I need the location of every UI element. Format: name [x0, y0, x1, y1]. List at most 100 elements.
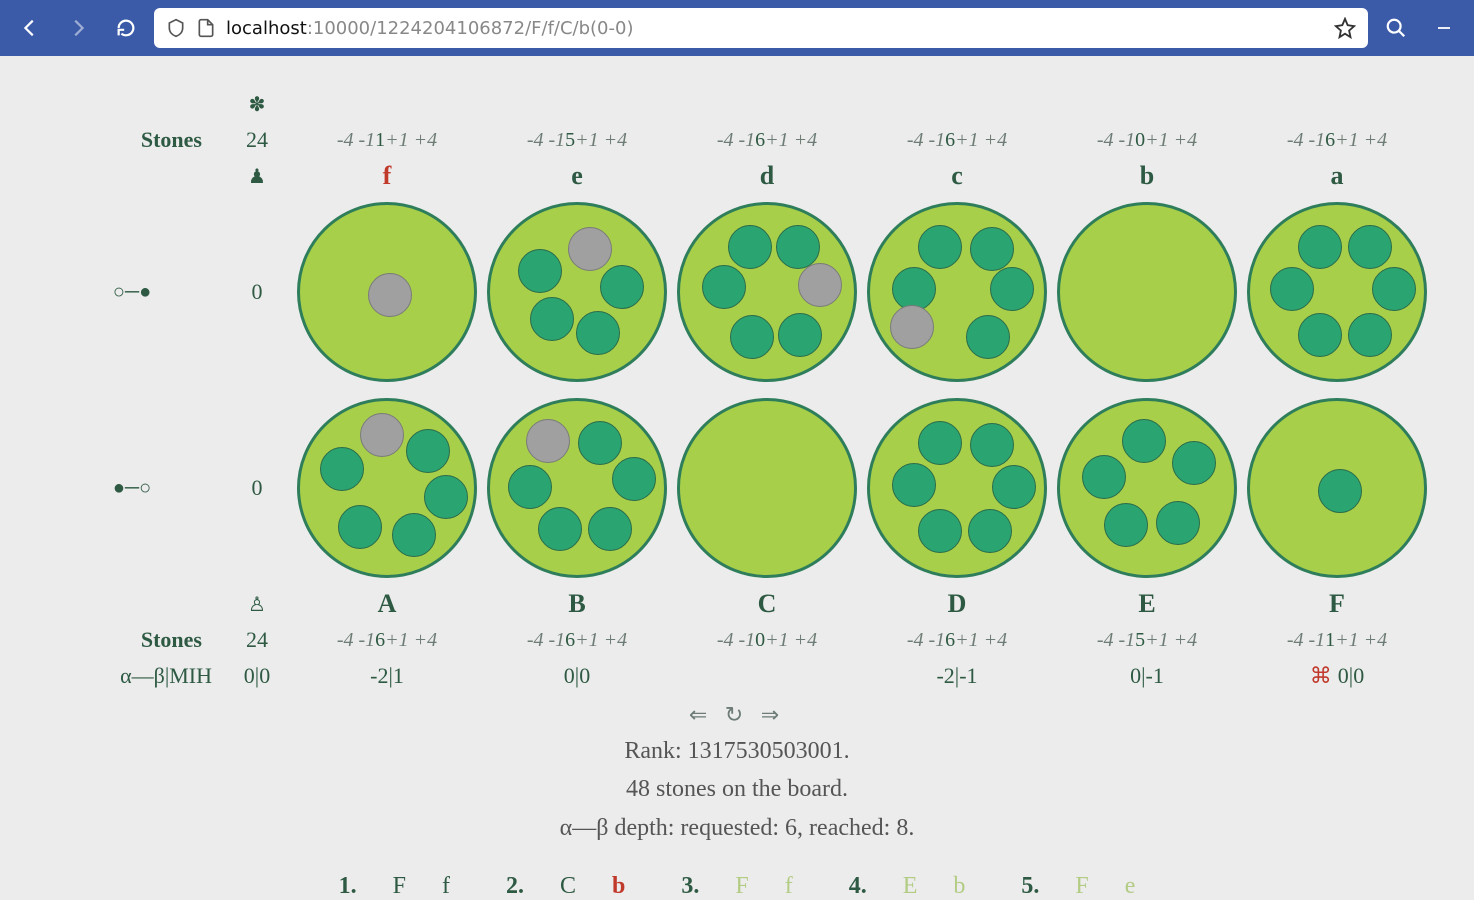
stones-bot: 24 [222, 622, 292, 658]
stone [508, 465, 552, 509]
col-bot-A[interactable]: A [292, 586, 482, 622]
col-bot-E[interactable]: E [1052, 586, 1242, 622]
stone [728, 225, 772, 269]
adj-bot-A[interactable]: -4 -1 6 +1 +4 [292, 622, 482, 658]
pit-top-f[interactable] [292, 194, 482, 390]
adj-bot-B[interactable]: -4 -1 6 +1 +4 [482, 622, 672, 658]
col-top-a[interactable]: a [1242, 158, 1432, 194]
pit-bot-C[interactable] [672, 390, 862, 586]
stone [1156, 501, 1200, 545]
col-top-e[interactable]: e [482, 158, 672, 194]
pit-bot-F[interactable] [1242, 390, 1432, 586]
stone [568, 227, 612, 271]
stones-label-top: Stones [42, 122, 222, 158]
stone [702, 265, 746, 309]
stone [530, 297, 574, 341]
stone [778, 313, 822, 357]
stone [918, 421, 962, 465]
forward-button[interactable] [58, 8, 98, 48]
pit-top-b[interactable] [1052, 194, 1242, 390]
col-bot-F[interactable]: F [1242, 586, 1432, 622]
pit-bot-A[interactable] [292, 390, 482, 586]
stone [1298, 225, 1342, 269]
move[interactable]: 2.Cb [506, 873, 625, 900]
move[interactable]: 4.Eb [849, 873, 966, 900]
search-button[interactable] [1376, 8, 1416, 48]
url-bar[interactable]: localhost:10000/1224204106872/F/f/C/b(0-… [154, 8, 1368, 48]
col-top-c[interactable]: c [862, 158, 1052, 194]
stone [1122, 419, 1166, 463]
reload-button[interactable] [106, 8, 146, 48]
stone [918, 225, 962, 269]
pit-top-c[interactable] [862, 194, 1052, 390]
ab-C[interactable] [672, 658, 862, 694]
score-bot: 0 [222, 390, 292, 586]
adj-bot-F[interactable]: -4 -1 1 +1 +4 [1242, 622, 1432, 658]
stone [992, 465, 1036, 509]
col-top-b[interactable]: b [1052, 158, 1242, 194]
stone [970, 423, 1014, 467]
pit-top-d[interactable] [672, 194, 862, 390]
move[interactable]: 3.Ff [681, 873, 792, 900]
pit-top-a[interactable] [1242, 194, 1432, 390]
ab-D[interactable]: -2|-1 [862, 658, 1052, 694]
blank [862, 86, 1052, 122]
move[interactable]: 1.Ff [339, 873, 450, 900]
minimize-button[interactable] [1424, 8, 1464, 48]
shield-icon [166, 18, 186, 38]
blank [42, 586, 222, 622]
adj-top-b[interactable]: -4 -1 0 +1 +4 [1052, 122, 1242, 158]
pit-bot-B[interactable] [482, 390, 672, 586]
adj-top-c[interactable]: -4 -1 6 +1 +4 [862, 122, 1052, 158]
stone [1298, 313, 1342, 357]
col-top-d[interactable]: d [672, 158, 862, 194]
ab-B[interactable]: 0|0 [482, 658, 672, 694]
bookmark-icon[interactable] [1334, 17, 1356, 39]
pit-top-e[interactable] [482, 194, 672, 390]
stone [360, 413, 404, 457]
stone [1318, 469, 1362, 513]
ab-A[interactable]: -2|1 [292, 658, 482, 694]
stone [1348, 225, 1392, 269]
move[interactable]: 5.Fe [1021, 873, 1135, 900]
stone [578, 421, 622, 465]
nav-arrows[interactable]: ⇐ ↻ ⇒ [0, 702, 1474, 728]
stone [538, 507, 582, 551]
stone [892, 463, 936, 507]
adj-bot-C[interactable]: -4 -1 0 +1 +4 [672, 622, 862, 658]
pawn-top-icon: ♟ [222, 158, 292, 194]
stone [1082, 455, 1126, 499]
stone [588, 507, 632, 551]
adj-bot-D[interactable]: -4 -1 6 +1 +4 [862, 622, 1052, 658]
col-bot-B[interactable]: B [482, 586, 672, 622]
stone [1104, 503, 1148, 547]
store-bot-icon: ●─○ [42, 390, 222, 586]
browser-chrome: localhost:10000/1224204106872/F/f/C/b(0-… [0, 0, 1474, 56]
blank [482, 86, 672, 122]
stone [1372, 267, 1416, 311]
pawn-bot-icon: ♙ [222, 586, 292, 622]
stone [798, 263, 842, 307]
info-rank: Rank: 1317530503001. [0, 732, 1474, 770]
stone [576, 311, 620, 355]
adj-bot-E[interactable]: -4 -1 5 +1 +4 [1052, 622, 1242, 658]
adj-top-f[interactable]: -4 -1 1 +1 +4 [292, 122, 482, 158]
ab-E[interactable]: 0|-1 [1052, 658, 1242, 694]
ab-F[interactable]: ⌘0|0 [1242, 658, 1432, 694]
blank [1242, 86, 1432, 122]
pit-bot-D[interactable] [862, 390, 1052, 586]
score-top: 0 [222, 194, 292, 390]
blank [672, 86, 862, 122]
col-bot-C[interactable]: C [672, 586, 862, 622]
ab-store: 0|0 [222, 658, 292, 694]
blank [42, 86, 222, 122]
col-top-f[interactable]: f [292, 158, 482, 194]
pit-bot-E[interactable] [1052, 390, 1242, 586]
stone [424, 475, 468, 519]
stone [776, 225, 820, 269]
adj-top-d[interactable]: -4 -1 6 +1 +4 [672, 122, 862, 158]
adj-top-e[interactable]: -4 -1 5 +1 +4 [482, 122, 672, 158]
back-button[interactable] [10, 8, 50, 48]
adj-top-a[interactable]: -4 -1 6 +1 +4 [1242, 122, 1432, 158]
col-bot-D[interactable]: D [862, 586, 1052, 622]
